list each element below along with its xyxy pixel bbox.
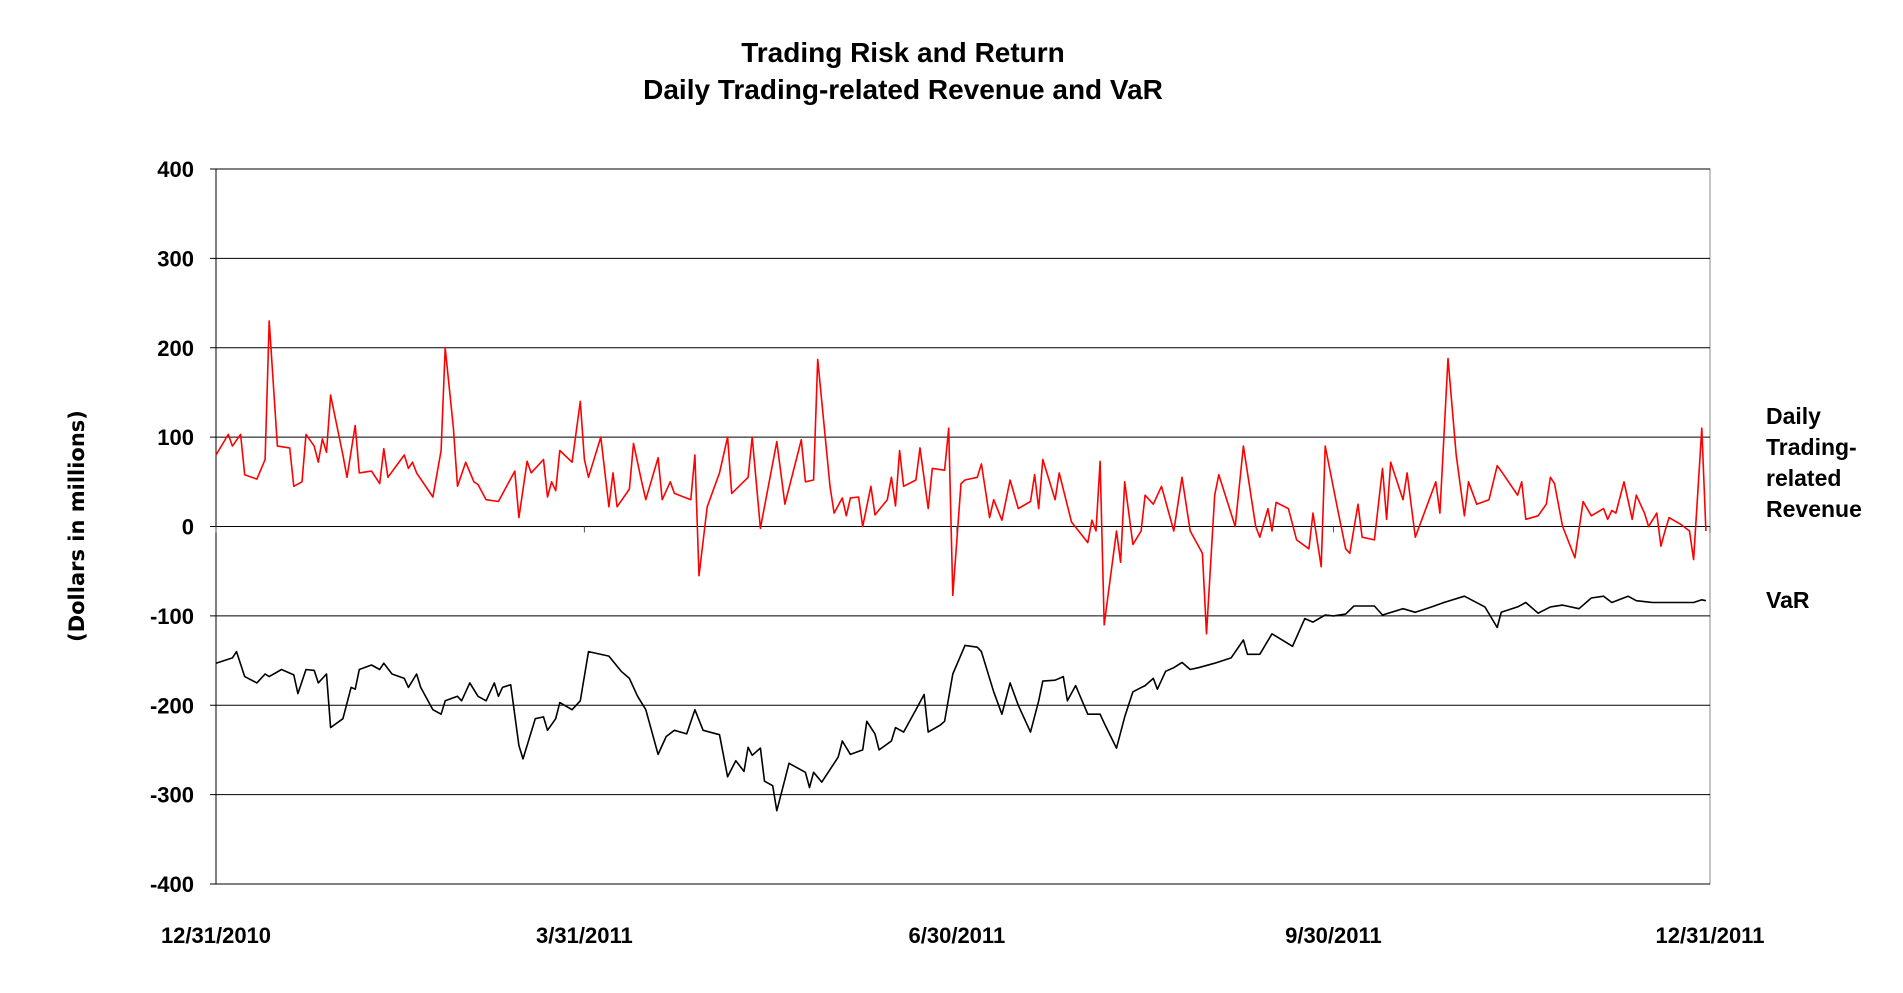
y-tick-label: -300 xyxy=(150,783,194,808)
gridlines xyxy=(210,168,1711,885)
y-tick-label: -400 xyxy=(150,872,194,897)
y-tick-label: 300 xyxy=(157,246,194,271)
series-lines xyxy=(215,320,1707,812)
y-tick-labels: 400 300 200 100 0 -100 -200 -300 -400 xyxy=(150,157,194,897)
y-tick-label: -200 xyxy=(150,693,194,718)
x-tick-label: 12/31/2011 xyxy=(1656,923,1765,948)
legend-label-revenue: Daily xyxy=(1766,403,1821,429)
y-axis-title: (Dollars in millions) xyxy=(65,410,89,642)
legend-label-revenue: related xyxy=(1766,465,1841,491)
var-line xyxy=(215,595,1707,812)
x-tick-label: 9/30/2011 xyxy=(1285,923,1382,948)
legend-label-revenue: Revenue xyxy=(1766,496,1862,522)
x-tick-label: 6/30/2011 xyxy=(909,923,1006,948)
legend-label-revenue: Trading- xyxy=(1766,434,1857,460)
y-tick-label: 200 xyxy=(157,336,194,361)
revenue-line xyxy=(215,320,1707,635)
y-tick-label: 400 xyxy=(157,157,194,182)
y-tick-label: -100 xyxy=(150,604,194,629)
legend: Daily Trading-related Revenue VaR xyxy=(1766,403,1862,613)
x-tick-label: 12/31/2010 xyxy=(161,923,271,948)
legend-label-var: VaR xyxy=(1766,587,1810,613)
y-tick-label: 100 xyxy=(157,425,194,450)
chart-subtitle: Daily Trading-related Revenue and VaR xyxy=(643,74,1163,105)
y-tick-label: 0 xyxy=(182,515,194,540)
x-tick-labels: 12/31/2010 3/31/2011 6/30/2011 9/30/2011 12/… xyxy=(161,923,1765,948)
x-tick-label: 3/31/2011 xyxy=(536,923,633,948)
chart-title: Trading Risk and Return xyxy=(741,37,1065,68)
